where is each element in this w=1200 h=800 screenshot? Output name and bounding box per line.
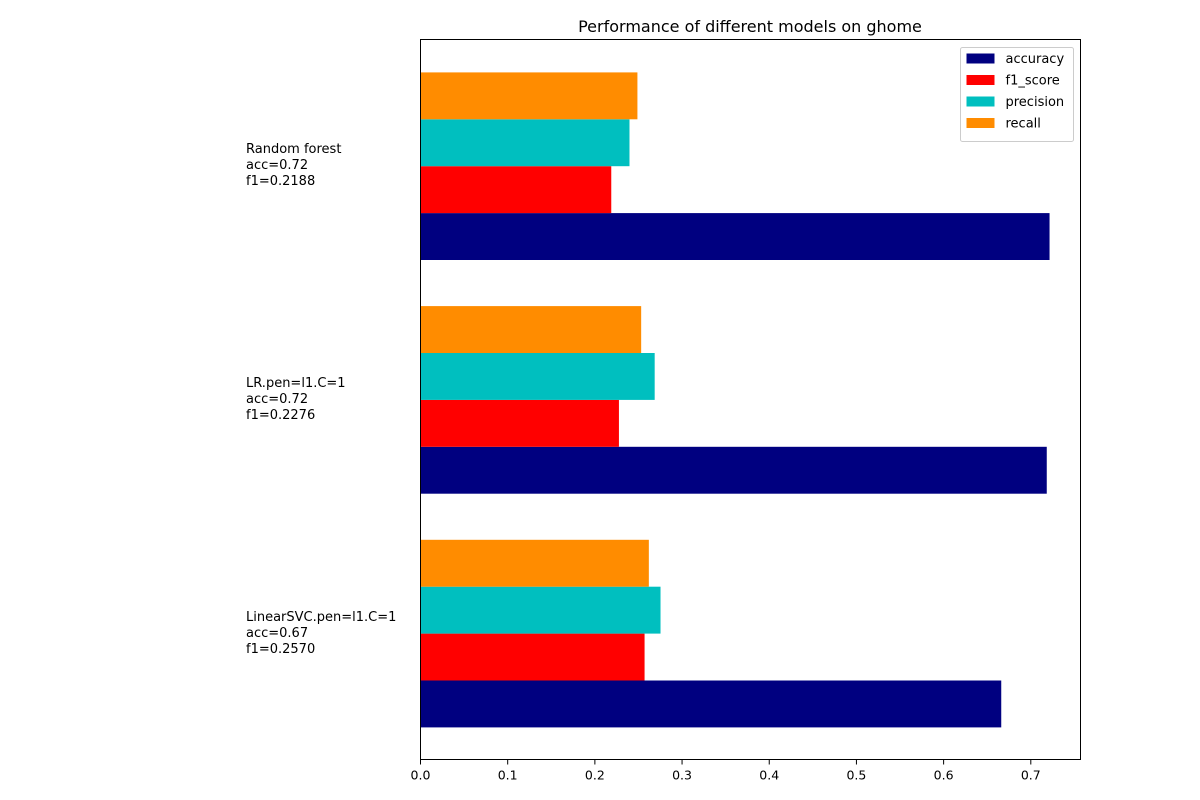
legend-swatch-precision (966, 96, 995, 107)
bar-recall-3 (420, 539, 649, 587)
x-tick-label: 0.0 (411, 768, 431, 783)
legend-swatch-recall (966, 118, 995, 128)
x-tick-label: 0.4 (759, 768, 779, 783)
chart-title: Performance of different models on ghome (578, 17, 922, 36)
bar-f1-score-1 (420, 166, 612, 214)
model-label-line: acc=0.72 (246, 391, 309, 407)
legend-label-f1-score: f1_score (1006, 74, 1060, 89)
x-tick-label: 0.2 (585, 768, 605, 783)
bars-layer (420, 72, 1050, 728)
bar-recall-2 (420, 306, 642, 353)
bar-accuracy-2 (420, 446, 1047, 494)
x-tick-label: 0.1 (498, 768, 518, 783)
model-label-line: acc=0.72 (246, 158, 309, 174)
legend: accuracy f1_score precision recall (960, 47, 1074, 142)
bar-precision-2 (420, 353, 655, 400)
legend-label-precision: precision (1006, 95, 1065, 110)
model-label-line: Random forest (246, 142, 342, 158)
model-label-1: Random forest acc=0.72 f1=0.2188 (246, 142, 341, 190)
bar-f1-score-3 (420, 633, 645, 681)
legend-swatch-f1-score (966, 75, 995, 85)
legend-label-accuracy: accuracy (1006, 52, 1065, 67)
model-label-line: f1=0.2570 (246, 641, 316, 657)
model-label-line: f1=0.2276 (246, 407, 316, 423)
model-label-line: LR.pen=l1.C=1 (246, 375, 346, 391)
bar-precision-3 (420, 586, 661, 634)
bar-f1-score-2 (420, 399, 619, 447)
x-tick-label: 0.6 (934, 768, 954, 783)
model-label-line: acc=0.67 (246, 625, 309, 641)
plot-frame (420, 39, 1081, 760)
bar-accuracy-1 (420, 213, 1050, 260)
bar-precision-1 (420, 119, 630, 167)
legend-swatch-accuracy (966, 53, 995, 64)
bar-recall-1 (420, 72, 638, 120)
x-tick-label: 0.7 (1021, 768, 1041, 783)
x-tick-label: 0.3 (672, 768, 692, 783)
model-label-line: f1=0.2188 (246, 174, 316, 190)
model-label-line: LinearSVC.pen=l1.C=1 (246, 609, 397, 625)
x-tick-label: 0.5 (846, 768, 866, 783)
legend-label-recall: recall (1006, 117, 1041, 132)
model-label-3: LinearSVC.pen=l1.C=1 acc=0.67 f1=0.2570 (246, 610, 396, 658)
x-axis: 0.0 0.1 0.2 0.3 0.4 0.5 0.6 0.7 (411, 759, 1041, 783)
model-label-2: LR.pen=l1.C=1 acc=0.72 f1=0.2276 (246, 376, 346, 424)
bar-accuracy-3 (420, 680, 1002, 728)
